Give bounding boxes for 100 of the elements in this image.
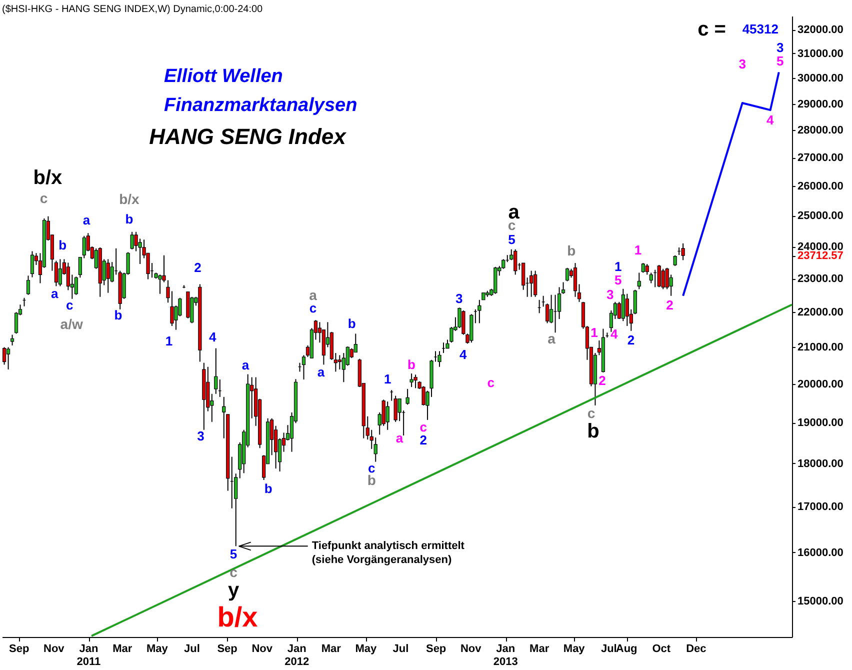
y-tick-label: 23712.57	[798, 250, 844, 262]
annotation: 4	[766, 112, 775, 128]
annotation: b	[407, 356, 416, 372]
y-tick-label: 27000.00	[798, 152, 844, 164]
annotation: a/w	[60, 316, 83, 332]
annotation: a	[548, 330, 556, 347]
annotation: 3	[606, 287, 614, 302]
candlestick	[621, 288, 625, 322]
x-tick-label: Jul	[392, 643, 409, 655]
annotation: 5	[614, 272, 622, 288]
candlestick	[382, 399, 386, 426]
candlestick	[657, 264, 661, 288]
y-tick-label: 26000.00	[798, 180, 844, 193]
y-tick-label: 21000.00	[798, 342, 844, 354]
candlestick	[10, 334, 14, 346]
candlestick	[386, 401, 390, 430]
annotation: 45312	[742, 22, 778, 37]
annotation: b	[587, 420, 600, 443]
annotation: 3	[197, 428, 204, 444]
annotation: b	[348, 316, 356, 332]
annotation: y	[228, 580, 240, 602]
x-tick-label: Jan 2011	[76, 643, 101, 668]
annotation: c	[66, 298, 74, 313]
candlestick	[2, 346, 6, 366]
y-tick-label: 18000.00	[798, 458, 844, 470]
candlestick	[54, 260, 58, 287]
annotation: b/x	[33, 166, 62, 189]
x-tick-label: Sep	[9, 643, 30, 655]
annotation: a	[242, 358, 250, 373]
annotation: 1	[165, 334, 173, 349]
x-tick-label: Oct	[652, 643, 671, 655]
candlestick	[530, 270, 534, 298]
candlestick	[406, 388, 410, 406]
annotation: b	[125, 211, 134, 226]
x-tick-label: Mar	[112, 643, 133, 655]
annotation: c	[309, 300, 317, 316]
annotation: a	[396, 430, 404, 446]
annotation: 1	[614, 258, 622, 274]
candlestick	[346, 346, 350, 366]
candlestick	[637, 272, 641, 290]
annotation: 2	[666, 298, 674, 313]
annotation: a	[317, 364, 326, 380]
annotation: 4	[209, 330, 218, 345]
annotation: Finanzmarktanalysen	[164, 95, 358, 116]
candlestick	[645, 263, 649, 276]
annotation: 5	[508, 232, 516, 247]
annotation: Elliott Wellen	[164, 66, 283, 88]
y-tick-label: 28000.00	[798, 124, 844, 137]
annotation: b	[58, 238, 67, 253]
candlestick	[74, 276, 78, 296]
x-tick-label: Aug	[616, 643, 638, 655]
candlestick	[438, 350, 442, 368]
annotation: b	[567, 242, 576, 258]
candlestick	[58, 258, 62, 287]
candlestick	[130, 231, 134, 250]
x-tick-label: Jul	[184, 643, 200, 655]
candlestick	[414, 374, 418, 389]
annotation: Tiefpunkt analytisch ermittelt (siehe Vorgängeranalysen)	[312, 540, 465, 566]
y-tick-label: 15000.00	[798, 595, 844, 608]
y-tick-label: 22000.00	[798, 306, 844, 319]
annotation: HANG SENG Index	[149, 124, 347, 150]
candlestick	[338, 354, 342, 370]
candlestick	[478, 299, 482, 324]
annotation: c	[487, 375, 495, 390]
candlestick	[661, 268, 665, 290]
candlestick	[374, 437, 378, 462]
line-series	[682, 71, 780, 297]
annotation: a	[82, 212, 91, 228]
annotation: 2	[598, 373, 606, 388]
candlestick	[30, 250, 34, 278]
x-tick-label: May	[355, 643, 378, 655]
x-tick-label: Nov	[460, 643, 482, 655]
x-tick-label: Mar	[321, 643, 342, 655]
annotation: 2	[194, 260, 202, 275]
candlestick	[649, 272, 653, 284]
candlestick	[514, 248, 518, 276]
annotation: c	[420, 420, 427, 435]
annotation: 2	[627, 332, 635, 348]
x-tick-label: Dec	[686, 643, 706, 655]
annotation: a	[309, 286, 318, 303]
x-tick-label: Nov	[252, 643, 274, 655]
annotation: c =	[698, 18, 726, 41]
y-tick-label: 25000.00	[798, 210, 844, 222]
annotation: a	[51, 286, 60, 302]
annotation: 1	[384, 371, 392, 386]
x-tick-label: Jan 2012	[284, 643, 310, 668]
candlestick	[6, 346, 10, 370]
candlestick	[170, 290, 174, 326]
annotation: 5	[776, 54, 784, 69]
chart-title: ($HSI-HKG - HANG SENG INDEX,W) Dynamic,0:00-24:00	[2, 4, 264, 15]
annotation: b/x	[217, 602, 258, 633]
candlestick	[673, 254, 677, 266]
annotation: 1	[590, 324, 598, 340]
x-tick-label: Jul	[600, 643, 617, 655]
annotation: 1	[634, 242, 642, 258]
candlestick	[633, 289, 637, 315]
y-tick-label: 17000.00	[798, 501, 844, 514]
x-tick-label: Sep	[217, 643, 238, 655]
y-tick-label: 19000.00	[798, 417, 844, 430]
annotation: c	[230, 564, 238, 580]
